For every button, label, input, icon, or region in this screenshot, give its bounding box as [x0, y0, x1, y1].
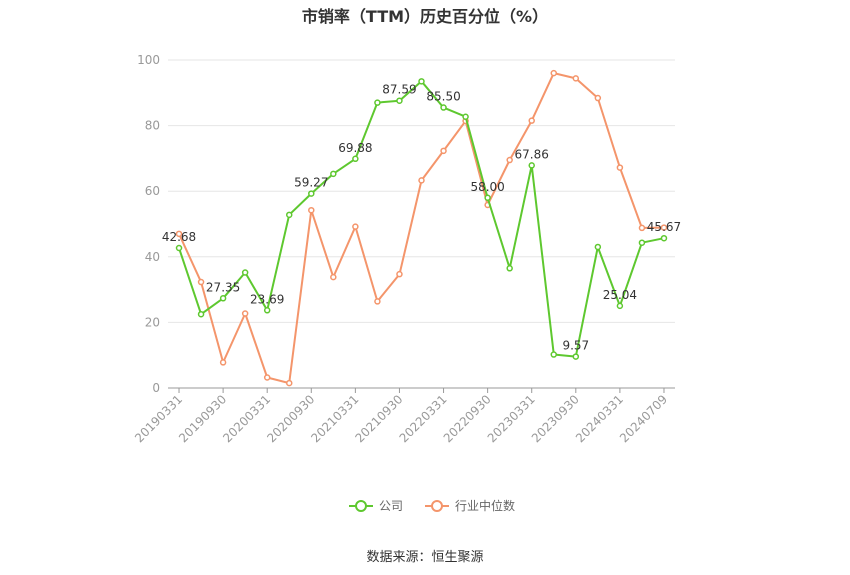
- data-point: [418, 177, 425, 184]
- series-line: [178, 80, 665, 358]
- data-point: [263, 307, 271, 314]
- y-tick-label: 40: [145, 250, 160, 264]
- data-point: [550, 351, 558, 358]
- y-tick-label: 20: [145, 315, 160, 329]
- chart-canvas: 0204060801002019033120190930202003312020…: [132, 53, 681, 513]
- legend-label: 公司: [379, 499, 403, 513]
- data-point: [374, 99, 381, 106]
- data-point: [440, 104, 447, 111]
- data-point: [550, 69, 558, 77]
- data-point: [594, 94, 602, 102]
- data-point: [175, 230, 183, 238]
- data-label: 27.35: [206, 280, 240, 294]
- data-label: 59.27: [294, 176, 328, 190]
- data-point: [528, 117, 535, 124]
- data-point: [308, 206, 315, 214]
- data-point: [285, 211, 293, 219]
- data-point: [330, 273, 337, 281]
- y-tick-label: 100: [137, 53, 160, 67]
- data-point: [528, 162, 535, 169]
- data-point: [572, 353, 580, 360]
- data-point: [285, 379, 293, 387]
- data-point: [638, 224, 646, 232]
- data-point: [374, 298, 381, 305]
- data-label: 85.50: [426, 90, 460, 104]
- data-point: [241, 269, 249, 276]
- data-point: [396, 97, 403, 104]
- data-point: [308, 190, 315, 197]
- legend-marker: [431, 500, 443, 512]
- data-point: [352, 155, 359, 163]
- data-label: 25.04: [603, 288, 637, 302]
- y-tick-label: 0: [152, 381, 160, 395]
- data-point: [219, 295, 227, 302]
- y-tick-label: 80: [145, 119, 160, 133]
- data-source: 数据来源：恒生聚源: [366, 550, 484, 565]
- data-point: [440, 147, 447, 155]
- data-point: [197, 310, 205, 318]
- data-point: [572, 75, 580, 82]
- data-label: 42.68: [162, 230, 196, 244]
- data-point: [616, 164, 624, 171]
- data-point: [241, 310, 249, 317]
- data-label: 9.57: [562, 339, 589, 353]
- data-point: [263, 374, 271, 381]
- data-label: 23.69: [250, 292, 284, 306]
- data-point: [175, 244, 183, 252]
- data-point: [616, 302, 624, 310]
- data-label: 58.00: [470, 180, 504, 194]
- data-point: [660, 234, 668, 242]
- legend-marker: [355, 500, 367, 512]
- data-point: [506, 156, 513, 164]
- x-tick-label: 20240709: [617, 392, 670, 445]
- data-label: 87.59: [382, 83, 416, 97]
- data-point: [219, 359, 227, 366]
- data-label: 45.67: [647, 220, 681, 234]
- data-point: [330, 170, 337, 178]
- data-point: [352, 223, 359, 230]
- y-tick-label: 60: [145, 184, 160, 198]
- data-label: 69.88: [338, 141, 372, 155]
- chart-title: 市销率（TTM）历史百分位（%）: [301, 7, 549, 26]
- data-point: [462, 113, 469, 120]
- legend-label: 行业中位数: [455, 498, 515, 513]
- data-point: [594, 243, 602, 251]
- data-point: [660, 224, 668, 231]
- data-point: [396, 270, 403, 278]
- data-label: 67.86: [515, 147, 549, 161]
- data-point: [638, 239, 646, 246]
- data-point: [506, 265, 513, 272]
- data-point: [418, 78, 425, 85]
- series-line: [178, 72, 665, 385]
- data-point: [197, 278, 205, 286]
- data-point: [484, 194, 491, 202]
